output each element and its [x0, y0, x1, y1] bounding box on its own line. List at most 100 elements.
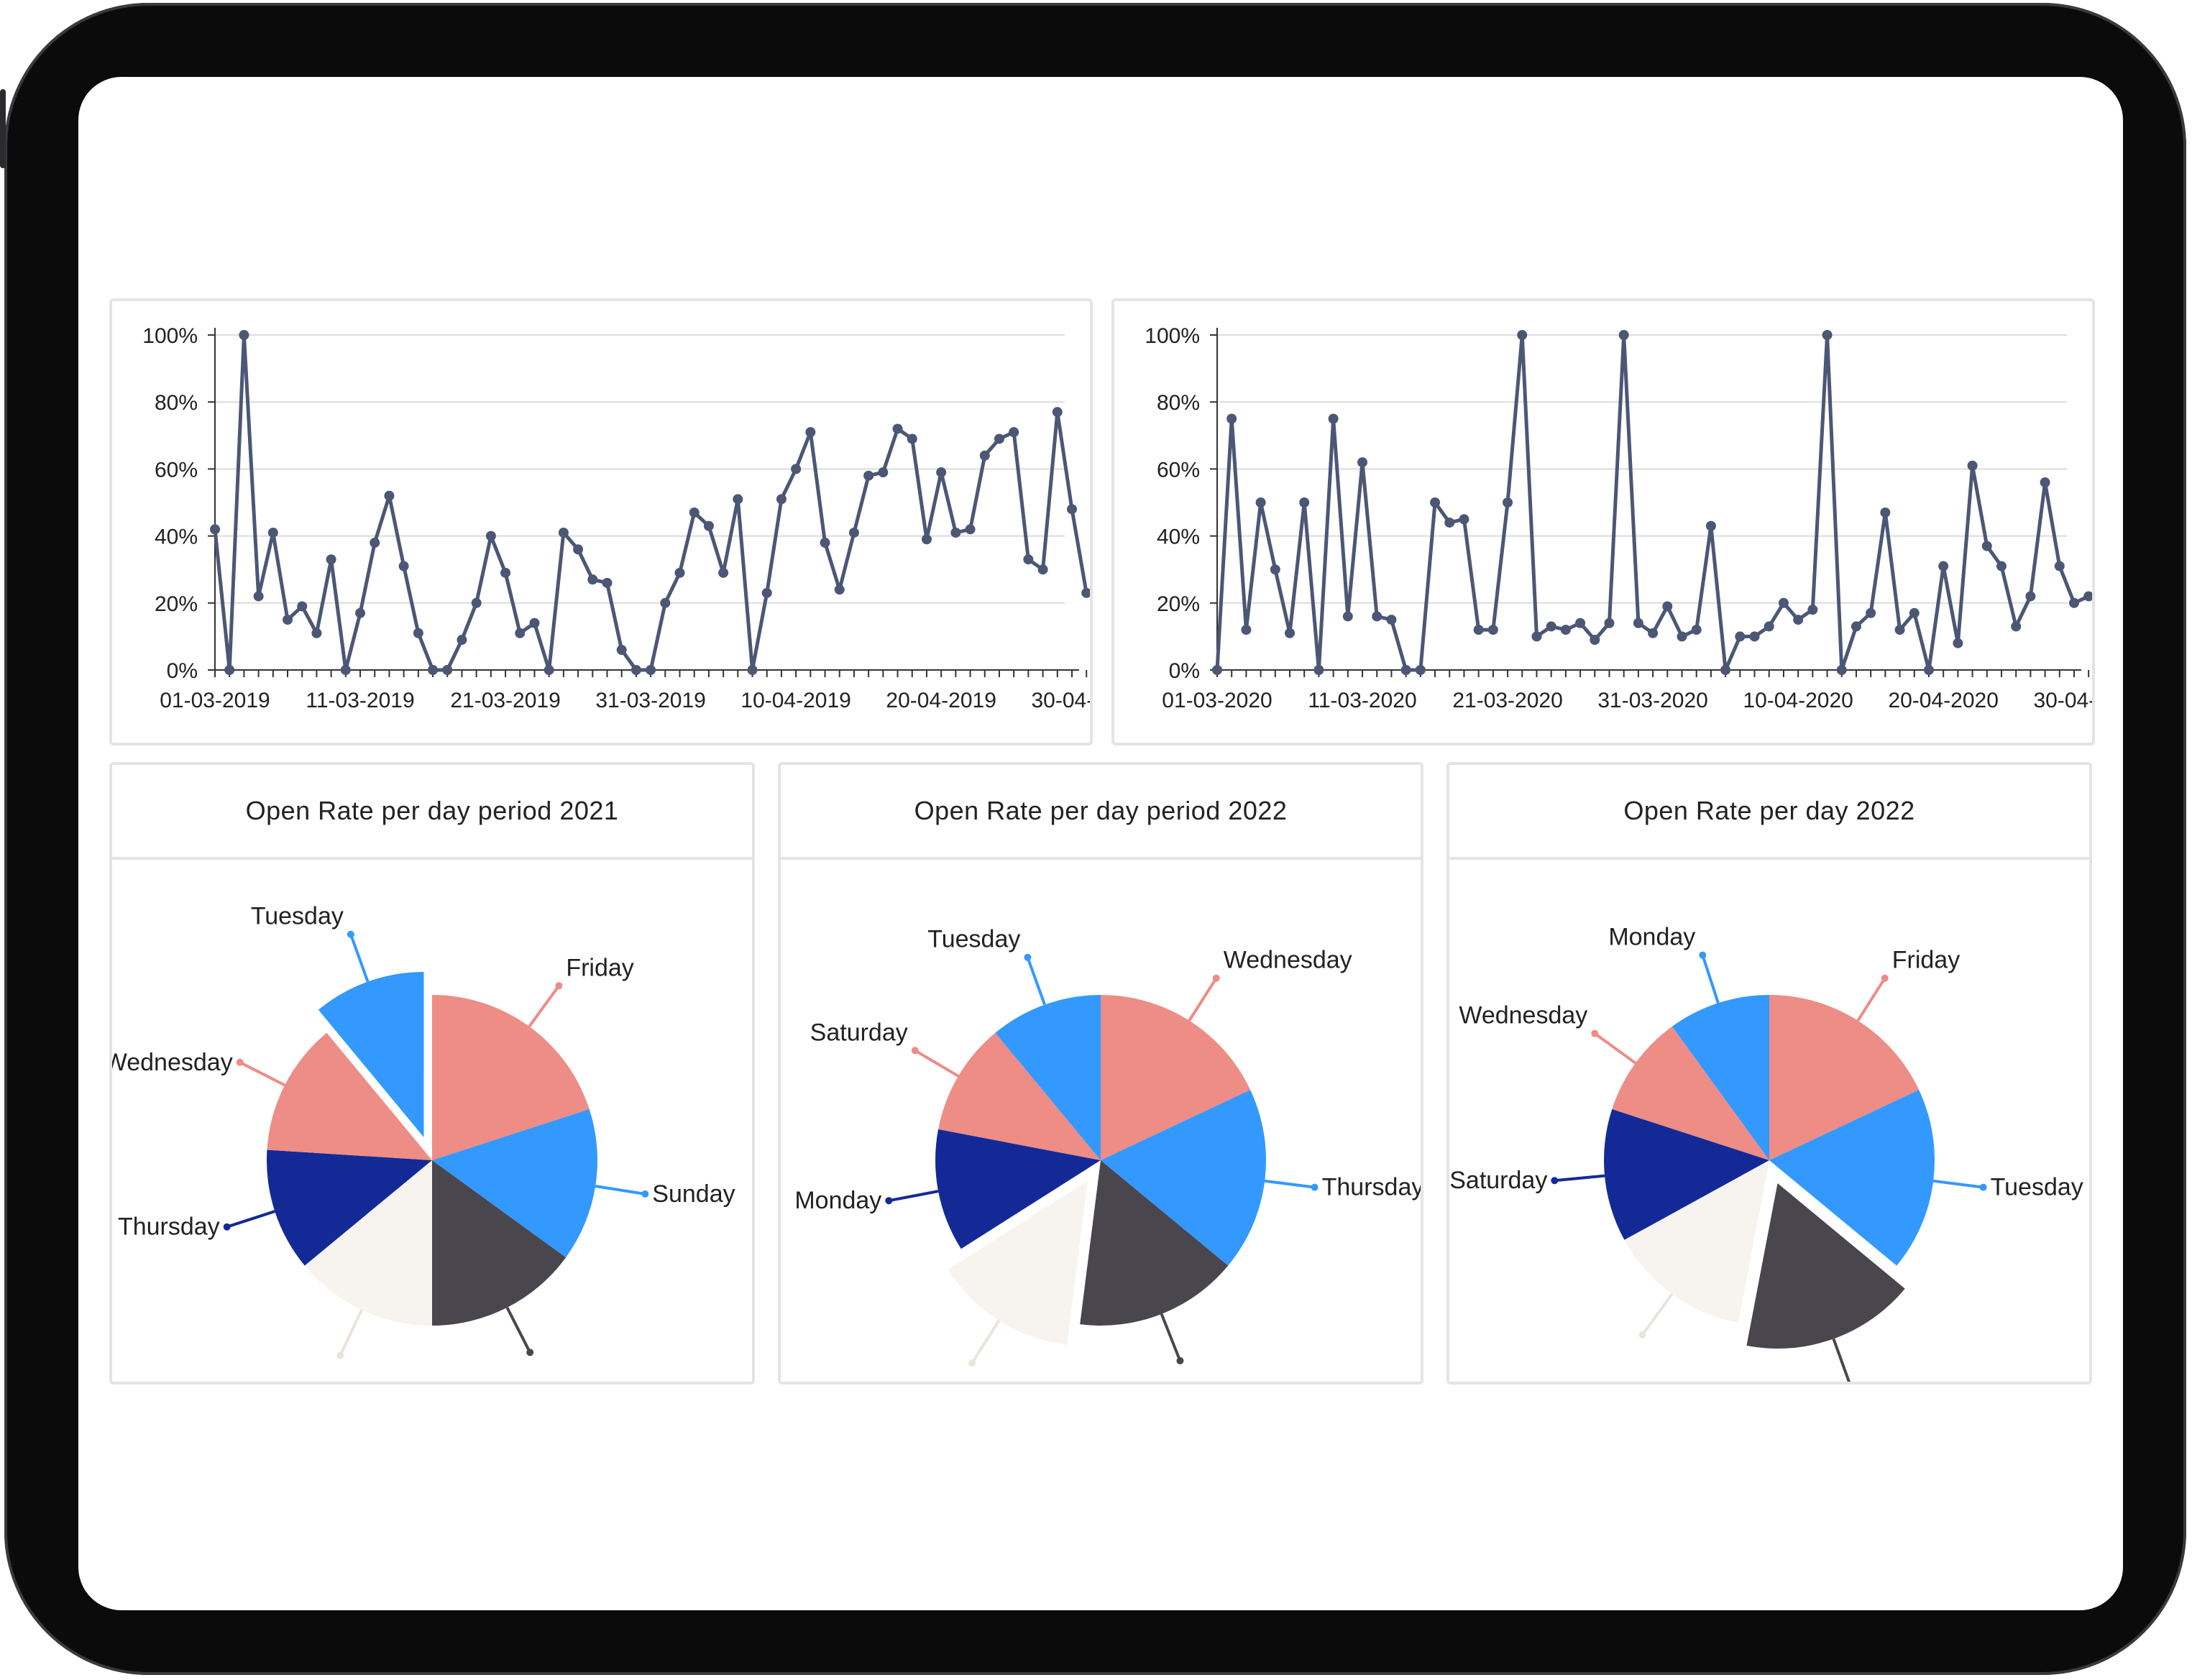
pie-slice [267, 1032, 432, 1160]
data-point [689, 507, 700, 518]
label-connector-dot [526, 1349, 534, 1357]
data-point [2040, 477, 2050, 488]
label-connector-dot [1591, 1029, 1599, 1037]
data-point [384, 490, 395, 501]
slice-label: Sunday [652, 1180, 735, 1208]
data-point [602, 577, 613, 588]
y-tick-label: 40% [1157, 525, 1200, 549]
data-point [1604, 618, 1615, 628]
slice-label: Friday [566, 954, 633, 981]
label-connector-dot [223, 1223, 231, 1231]
data-point [457, 635, 467, 646]
pie-slice [267, 1149, 432, 1266]
data-point [1822, 330, 1833, 340]
pie-slice [1604, 1108, 1769, 1240]
pie-slice [948, 1180, 1088, 1345]
x-tick-label: 10-04-2020 [1743, 689, 1853, 712]
tablet-frame: 0% 20% 40% 60% 80% 100% 01-03-2019 11-03-2019 21… [0, 3, 2186, 1675]
data-point [558, 527, 569, 538]
data-point [820, 537, 830, 548]
label-connector [239, 1061, 285, 1087]
y-tick-label: 60% [155, 458, 198, 482]
data-point [1938, 561, 1949, 572]
label-connector-dot [336, 1351, 344, 1359]
data-point [1909, 607, 1920, 618]
data-point [326, 554, 336, 565]
data-point [398, 561, 409, 572]
pie-chart-title: Open Rate per day period 2022 [781, 765, 1421, 860]
slice-label: Saturday [810, 1019, 908, 1046]
data-point [1880, 507, 1891, 518]
label-connector-dot [1699, 951, 1707, 959]
pie-slice [1612, 1026, 1769, 1160]
label-connector [226, 1210, 275, 1229]
line-chart-2019: 0% 20% 40% 60% 80% 100% 01-03-2019 11-03-2019 21… [142, 324, 1090, 712]
data-point [1299, 497, 1310, 508]
label-connector-dot [236, 1058, 244, 1066]
data-point [1357, 457, 1368, 468]
slice-label: Thursday [118, 1213, 220, 1241]
data-point [2069, 597, 2079, 608]
data-point [863, 470, 874, 481]
pie-chart-card-period-2022: Open Rate per day period 2022 Wednesday T… [778, 762, 1423, 1385]
data-point [544, 665, 554, 675]
x-tick-label: 01-03-2019 [160, 689, 270, 712]
pie-slice [432, 1160, 567, 1326]
pie-slice [318, 972, 424, 1138]
data-point [1313, 665, 1324, 675]
x-tick-label: 31-03-2020 [1597, 689, 1707, 712]
data-point [1270, 564, 1280, 575]
label-connector [1832, 1338, 1851, 1382]
label-connector [1594, 1032, 1637, 1065]
label-connector-dot [1979, 1183, 1987, 1191]
data-point [1386, 615, 1397, 625]
data-point [442, 665, 453, 675]
x-tick-label: 01-03-2020 [1162, 689, 1272, 712]
volume-button [0, 89, 6, 168]
data-point [2011, 621, 2022, 632]
x-tick-label: 31-03-2019 [595, 689, 705, 712]
data-point [1241, 625, 1252, 635]
data-point [1778, 597, 1789, 608]
data-point [616, 645, 627, 656]
data-point [791, 464, 802, 474]
data-point [471, 597, 482, 608]
data-point [646, 665, 656, 675]
y-tick-label: 100% [1145, 324, 1200, 348]
data-point [210, 524, 220, 535]
y-tick-label: 80% [155, 391, 198, 415]
data-point [630, 665, 641, 675]
slice-label: Saturday [1449, 1167, 1547, 1194]
data-point [994, 433, 1004, 444]
data-point [1677, 631, 1687, 642]
data-point [1648, 628, 1659, 638]
data-point [965, 524, 976, 535]
label-connector-dot [1881, 974, 1889, 982]
data-point [878, 467, 889, 478]
y-tick-label: 40% [155, 525, 198, 549]
data-point [1996, 561, 2007, 572]
data-point [1328, 413, 1339, 424]
label-connector [1026, 957, 1046, 1006]
data-point [2083, 591, 2092, 602]
label-connector [595, 1185, 646, 1195]
data-point [1764, 621, 1774, 632]
label-connector-dot [968, 1359, 976, 1367]
data-point [674, 567, 685, 578]
pie-chart-period-2022: Wednesday Thursday Monday Saturday Tuesday [794, 926, 1421, 1367]
data-point [718, 567, 729, 578]
label-connector-dot [555, 982, 563, 990]
data-point [1590, 635, 1600, 646]
pie-slice [1769, 1090, 1935, 1266]
pie-slice [1624, 1160, 1769, 1323]
data-point [1923, 665, 1934, 675]
label-connector [1701, 955, 1720, 1004]
data-point [1503, 497, 1513, 508]
data-point [587, 574, 598, 585]
pie-slice [938, 1032, 1101, 1160]
data-point [1807, 605, 1818, 615]
pie-slice [1080, 1160, 1229, 1326]
data-point [1285, 628, 1296, 638]
x-tick-label: 11-03-2020 [1308, 689, 1416, 712]
slice-label: Wednesday [1224, 947, 1352, 974]
